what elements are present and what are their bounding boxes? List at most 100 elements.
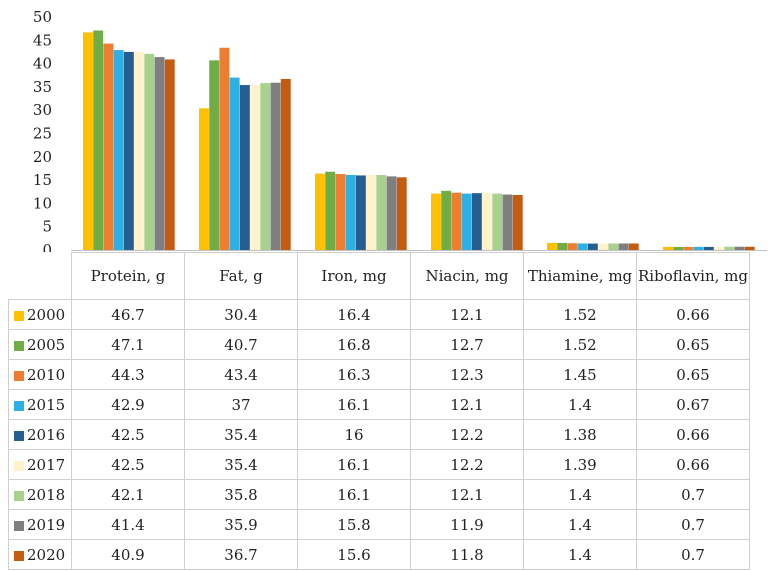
- bar: [83, 32, 93, 250]
- y-tick-label: 30: [33, 101, 52, 119]
- data-value: 42.9: [71, 389, 185, 420]
- data-value: 0.67: [636, 389, 750, 420]
- data-value: 12.1: [410, 389, 524, 420]
- bar: [154, 57, 165, 250]
- data-value: 44.3: [71, 359, 185, 390]
- data-value: 12.1: [410, 299, 524, 330]
- bar: [386, 176, 397, 250]
- legend-key: 2005: [8, 329, 72, 360]
- data-value: 41.4: [71, 509, 185, 540]
- data-value: 1.4: [523, 509, 637, 540]
- table-row: 2010 44.3 43.4 16.3 12.3 1.45 0.65: [8, 359, 750, 390]
- data-value: 47.1: [71, 329, 185, 360]
- bar: [492, 193, 503, 250]
- bar: [325, 171, 336, 250]
- y-tick-label: 40: [33, 55, 52, 73]
- data-value: 16.8: [297, 329, 411, 360]
- bar: [355, 175, 366, 250]
- legend-label: 2020: [27, 545, 66, 564]
- legend-key: 2018: [8, 479, 72, 510]
- legend-key: 2000: [8, 299, 72, 330]
- table-row: 2018 42.1 35.8 16.1 12.1 1.4 0.7: [8, 479, 750, 510]
- table-row: 2005 47.1 40.7 16.8 12.7 1.52 0.65: [8, 329, 750, 360]
- legend-swatch: [14, 310, 24, 321]
- data-value: 16.1: [297, 479, 411, 510]
- data-value: 1.45: [523, 359, 637, 390]
- data-value: 12.3: [410, 359, 524, 390]
- legend-swatch: [14, 430, 24, 441]
- legend-key: 2015: [8, 389, 72, 420]
- category-label: Niacin, mg: [410, 252, 524, 300]
- bar: [280, 78, 291, 250]
- bar: [714, 246, 725, 250]
- table-row: 2000 46.7 30.4 16.4 12.1 1.52 0.66: [8, 299, 750, 330]
- legend-swatch: [14, 460, 24, 471]
- table-row: 2019 41.4 35.9 15.8 11.9 1.4 0.7: [8, 509, 750, 540]
- legend-label: 2016: [27, 425, 66, 444]
- bar: [239, 85, 250, 250]
- category-label: Thiamine, mg: [523, 252, 637, 300]
- data-value: 30.4: [184, 299, 298, 330]
- bar: [209, 60, 220, 251]
- bar: [598, 243, 609, 250]
- bar: [683, 246, 694, 250]
- bar: [260, 83, 271, 250]
- data-value: 0.7: [636, 509, 750, 540]
- data-value: 16.1: [297, 449, 411, 480]
- data-value: 35.9: [184, 509, 298, 540]
- legend-key: 2019: [8, 509, 72, 540]
- bar: [547, 242, 557, 250]
- bar: [482, 193, 493, 250]
- category-label: Fat, g: [184, 252, 298, 300]
- bar: [587, 243, 598, 250]
- bar: [103, 43, 114, 251]
- bar: [134, 51, 145, 251]
- bar: [335, 174, 346, 250]
- bar: [164, 59, 175, 250]
- legend-label: 2017: [27, 455, 66, 474]
- bar: [567, 243, 578, 250]
- legend-swatch: [14, 340, 24, 351]
- legend-swatch: [14, 550, 24, 561]
- y-tick-label: 15: [33, 171, 52, 189]
- data-value: 12.2: [410, 419, 524, 450]
- y-tick-label: 10: [33, 194, 52, 212]
- y-tick-label: 50: [33, 8, 52, 26]
- bar: [557, 242, 568, 250]
- table-row: 2015 42.9 37 16.1 12.1 1.4 0.67: [8, 389, 750, 420]
- data-value: 1.4: [523, 479, 637, 510]
- bar: [315, 173, 325, 250]
- table-corner: [8, 252, 72, 300]
- legend-label: 2018: [27, 485, 66, 504]
- bar: [229, 77, 240, 250]
- data-value: 1.4: [523, 389, 637, 420]
- data-value: 12.7: [410, 329, 524, 360]
- legend-key: 2010: [8, 359, 72, 390]
- bar: [693, 246, 704, 250]
- legend-swatch: [14, 400, 24, 411]
- legend-label: 2019: [27, 515, 66, 534]
- bar: [219, 47, 230, 251]
- data-value: 42.5: [71, 449, 185, 480]
- data-value: 37: [184, 389, 298, 420]
- legend-label: 2015: [27, 395, 66, 414]
- y-tick-label: 20: [33, 148, 52, 166]
- data-value: 42.1: [71, 479, 185, 510]
- data-value: 16.3: [297, 359, 411, 390]
- data-value: 1.4: [523, 539, 637, 570]
- data-value: 35.4: [184, 419, 298, 450]
- bar: [396, 177, 407, 250]
- legend-swatch: [14, 370, 24, 381]
- bar: [673, 246, 684, 250]
- bar: [461, 193, 472, 250]
- bar: [512, 195, 523, 250]
- data-value: 40.7: [184, 329, 298, 360]
- y-tick-label: 35: [33, 78, 52, 96]
- legend-label: 2010: [27, 365, 66, 384]
- data-value: 15.6: [297, 539, 411, 570]
- data-value: 0.66: [636, 449, 750, 480]
- legend-swatch: [14, 490, 24, 501]
- data-value: 12.2: [410, 449, 524, 480]
- bar: [123, 51, 134, 251]
